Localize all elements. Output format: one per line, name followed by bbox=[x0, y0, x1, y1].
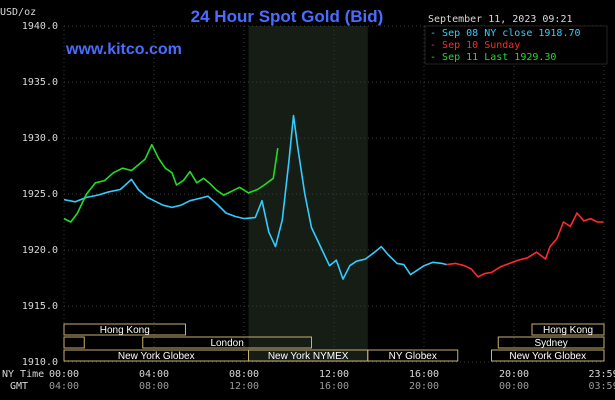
y-axis-ticks: 1940.0 1935.0 1930.0 1925.0 1920.0 1915.0 1910… bbox=[22, 21, 58, 368]
session-label: Hong Kong bbox=[100, 325, 150, 336]
session-box: New York Globex bbox=[491, 349, 605, 362]
session-stub bbox=[63, 336, 85, 349]
session-label: New York Globex bbox=[509, 351, 586, 362]
date-stamp: September 11, 2023 09:21 bbox=[428, 14, 573, 25]
x-tick-gmt: 08:00 bbox=[139, 381, 169, 392]
y-tick-label: 1940.0 bbox=[22, 21, 58, 32]
session-box: Hong Kong bbox=[63, 323, 186, 336]
x-tick-ny: 20:00 bbox=[499, 369, 529, 380]
x-tick-gmt: 16:00 bbox=[319, 381, 349, 392]
session-box: Sydney bbox=[497, 336, 605, 349]
session-label: London bbox=[210, 338, 243, 349]
session-box: Hong Kong bbox=[531, 323, 605, 336]
session-frame bbox=[491, 349, 605, 362]
session-label: Sydney bbox=[534, 338, 567, 349]
y-tick-label: 1920.0 bbox=[22, 245, 58, 256]
x-tick-ny: 23:59 bbox=[588, 369, 615, 380]
grid-lines bbox=[63, 25, 605, 363]
x-tick-gmt: 20:00 bbox=[409, 381, 439, 392]
x-tick-gmt: 00:00 bbox=[499, 381, 529, 392]
x-tick-ny: 12:00 bbox=[319, 369, 349, 380]
y-tick-label: 1915.0 bbox=[22, 301, 58, 312]
legend-entry-last: - Sep 11 Last 1929.30 bbox=[430, 52, 556, 63]
x-tick-ny: 04:00 bbox=[139, 369, 169, 380]
x-tick-gmt: 03:59 bbox=[588, 381, 615, 392]
x-tick-gmt: 12:00 bbox=[229, 381, 259, 392]
series-line bbox=[63, 114, 447, 280]
series-line bbox=[63, 143, 279, 223]
price-series bbox=[63, 114, 604, 280]
kitco-watermark: www.kitco.com bbox=[65, 41, 182, 58]
session-frame bbox=[497, 336, 605, 349]
session-label: NY Globex bbox=[389, 351, 437, 362]
y-tick-label: 1930.0 bbox=[22, 133, 58, 144]
chart-title: 24 Hour Spot Gold (Bid) bbox=[191, 7, 384, 26]
x-tick-gmt: 04:00 bbox=[49, 381, 79, 392]
session-box: NY Globex bbox=[367, 349, 459, 362]
x-tick-ny: 00:00 bbox=[49, 369, 79, 380]
x-tick-ny: 08:00 bbox=[229, 369, 259, 380]
session-box: London bbox=[142, 336, 312, 349]
x-axis-ticks: 00:0004:0008:0012:0016:0020:0023:5904:00… bbox=[49, 369, 615, 392]
gmt-label: GMT bbox=[10, 381, 28, 392]
units-label: USD/oz bbox=[0, 7, 36, 18]
legend: - Sep 08 NY close 1918.70 - Sep 10 Sunda… bbox=[424, 25, 608, 65]
y-tick-label: 1935.0 bbox=[22, 77, 58, 88]
session-frame bbox=[63, 323, 186, 336]
session-frame bbox=[531, 323, 605, 336]
y-tick-label: 1925.0 bbox=[22, 189, 58, 200]
session-frame bbox=[142, 336, 312, 349]
x-tick-ny: 16:00 bbox=[409, 369, 439, 380]
session-label: New York NYMEX bbox=[268, 351, 349, 362]
market-sessions: Hong Kong London New York Globex New York N… bbox=[63, 323, 605, 362]
session-label: Hong Kong bbox=[543, 325, 593, 336]
ny-time-label: NY Time bbox=[2, 369, 44, 380]
series-line bbox=[446, 212, 604, 278]
legend-entry-ny-close: - Sep 08 NY close 1918.70 bbox=[430, 28, 581, 39]
session-label: New York Globex bbox=[118, 351, 195, 362]
y-tick-label: 1910.0 bbox=[22, 357, 58, 368]
legend-entry-sunday: - Sep 10 Sunday bbox=[430, 40, 520, 51]
session-frame bbox=[367, 349, 459, 362]
